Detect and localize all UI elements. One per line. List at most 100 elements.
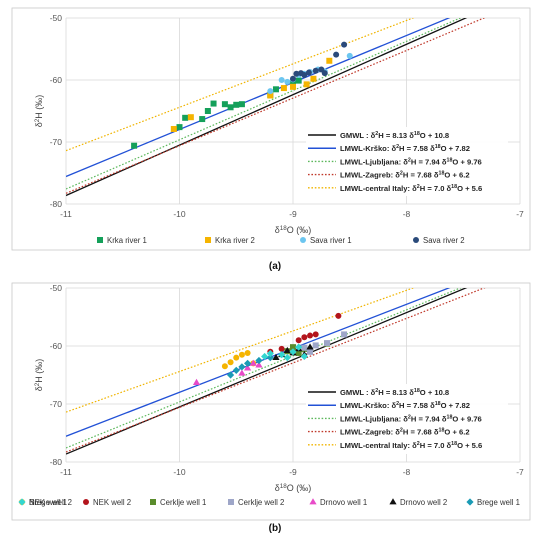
point-sava-river-1 [346, 52, 353, 59]
point-krka-river-1 [210, 100, 217, 107]
point-krka-river-2 [170, 125, 177, 132]
point-krka-river-1 [131, 142, 138, 149]
series-legend-label: Brege well 2 [29, 498, 72, 507]
point-cerklje-well-1 [295, 349, 302, 356]
point-nek-well-2 [278, 345, 285, 352]
series-legend-marker [205, 237, 211, 243]
y-tick-label: -70 [50, 399, 63, 409]
series-legend-marker [466, 498, 474, 506]
series-legend-label: NEK well 2 [93, 498, 131, 507]
x-tick-label: -11 [60, 209, 72, 219]
point-nek-well-1 [227, 359, 234, 366]
line-legend-label-gmwl: GMWL : δ2H = 8.13 δ18O + 10.8 [340, 131, 449, 140]
point-brege-well-1 [238, 363, 246, 371]
line-legend-label-gmwl: GMWL : δ2H = 8.13 δ18O + 10.8 [340, 388, 449, 397]
point-sava-river-2 [341, 41, 348, 48]
point-cerklje-well-1 [290, 344, 296, 351]
point-krka-river-1 [233, 101, 240, 108]
y-tick-label: -50 [50, 283, 63, 293]
point-cerklje-well-2 [312, 342, 319, 349]
point-sava-river-2 [333, 51, 340, 58]
point-krka-river-2 [326, 57, 333, 64]
point-brege-well-1 [226, 371, 235, 379]
x-tick-label: -8 [403, 467, 411, 477]
point-cerklje-well-2 [301, 344, 308, 351]
point-nek-well-2 [335, 312, 342, 319]
series-legend-label: Cerklje well 1 [160, 498, 206, 507]
point-brege-well-2 [278, 351, 286, 359]
line-legend-label-italy: LMWL-central Italy: δ2H = 7.0 δ18O + 5.6 [340, 441, 482, 450]
series-legend-label: Drnovo well 2 [400, 498, 447, 507]
line-ljubljana [66, 18, 462, 190]
panel-label: (b) [269, 523, 282, 534]
y-tick-label: -80 [50, 199, 63, 209]
x-tick-label: -9 [289, 209, 297, 219]
line-legend-box [306, 127, 508, 196]
series-legend-label: Drnovo well 1 [320, 498, 367, 507]
point-brege-well-2 [261, 352, 269, 361]
point-drnovo-well-1 [244, 364, 252, 371]
point-krka-river-1 [182, 114, 189, 121]
point-sava-river-2 [321, 70, 328, 77]
series-legend-marker [389, 498, 397, 505]
point-drnovo-well-2 [272, 353, 280, 360]
series-legend-label: Sava river 1 [310, 236, 352, 245]
point-brege-well-2 [266, 349, 274, 358]
point-brege-well-2 [289, 348, 297, 356]
point-drnovo-well-1 [192, 378, 201, 385]
point-drnovo-well-2 [283, 346, 291, 354]
series-legend-label: Brege well 1 [477, 498, 520, 507]
point-drnovo-well-1 [238, 369, 246, 376]
y-tick-label: -80 [50, 457, 63, 467]
point-nek-well-2 [312, 331, 319, 338]
point-krka-river-1 [290, 80, 296, 87]
series-legend-marker [150, 499, 156, 505]
point-krka-river-1 [295, 77, 302, 84]
x-axis-title: δ18O (‰) [275, 225, 312, 236]
y-tick-label: -50 [50, 13, 63, 23]
point-nek-well-2 [307, 332, 314, 339]
y-axis-title: δ2H (‰) [34, 359, 45, 392]
x-tick-label: -9 [289, 467, 297, 477]
panel-label: (a) [269, 261, 281, 272]
point-krka-river-1 [272, 86, 279, 93]
y-tick-label: -60 [50, 341, 63, 351]
point-krka-river-2 [267, 92, 274, 99]
x-tick-label: -7 [516, 209, 524, 219]
point-brege-well-1 [266, 354, 274, 362]
point-nek-well-1 [233, 354, 240, 361]
point-sava-river-2 [290, 75, 296, 82]
point-nek-well-1 [244, 349, 251, 356]
point-brege-well-2 [295, 343, 303, 351]
point-drnovo-well-2 [306, 343, 314, 350]
line-legend-label-italy: LMWL-central Italy: δ2H = 7.0 δ18O + 5.6 [340, 184, 482, 193]
series-legend-marker [83, 499, 89, 505]
series-legend-label: Cerklje well 2 [238, 498, 284, 507]
line-ljubljana [66, 288, 462, 449]
series-legend-marker [309, 498, 317, 505]
point-drnovo-well-1 [249, 359, 257, 366]
point-krka-river-1 [227, 104, 234, 111]
point-krka-river-1 [204, 108, 211, 114]
series-legend-label: Sava river 2 [423, 236, 465, 245]
point-brege-well-2 [300, 352, 308, 361]
line-legend-label-ljubljana: LMWL-Ljubljana: δ2H = 7.94 δ18O + 9.76 [340, 157, 482, 166]
point-krka-river-2 [303, 81, 310, 88]
point-sava-river-1 [284, 78, 291, 85]
point-drnovo-well-1 [255, 361, 263, 368]
series-legend-label: NEK well 1 [29, 498, 67, 507]
point-brege-well-1 [255, 356, 263, 365]
y-tick-label: -60 [50, 75, 63, 85]
series-legend-marker [228, 499, 234, 505]
series-legend-marker [97, 237, 103, 243]
point-brege-well-1 [244, 359, 252, 367]
line-legend-label-ljubljana: LMWL-Ljubljana: δ2H = 7.94 δ18O + 9.76 [340, 414, 482, 423]
line-zagreb [66, 18, 486, 194]
point-nek-well-2 [295, 337, 302, 344]
series-legend-label: Krka river 1 [107, 236, 147, 245]
point-brege-well-2 [283, 354, 291, 362]
series-legend-marker [18, 498, 26, 506]
y-axis-title: δ2H (‰) [34, 95, 45, 128]
line-legend-label-krsko: LMWL-Krško: δ2H = 7.58 δ18O + 7.82 [340, 144, 470, 153]
